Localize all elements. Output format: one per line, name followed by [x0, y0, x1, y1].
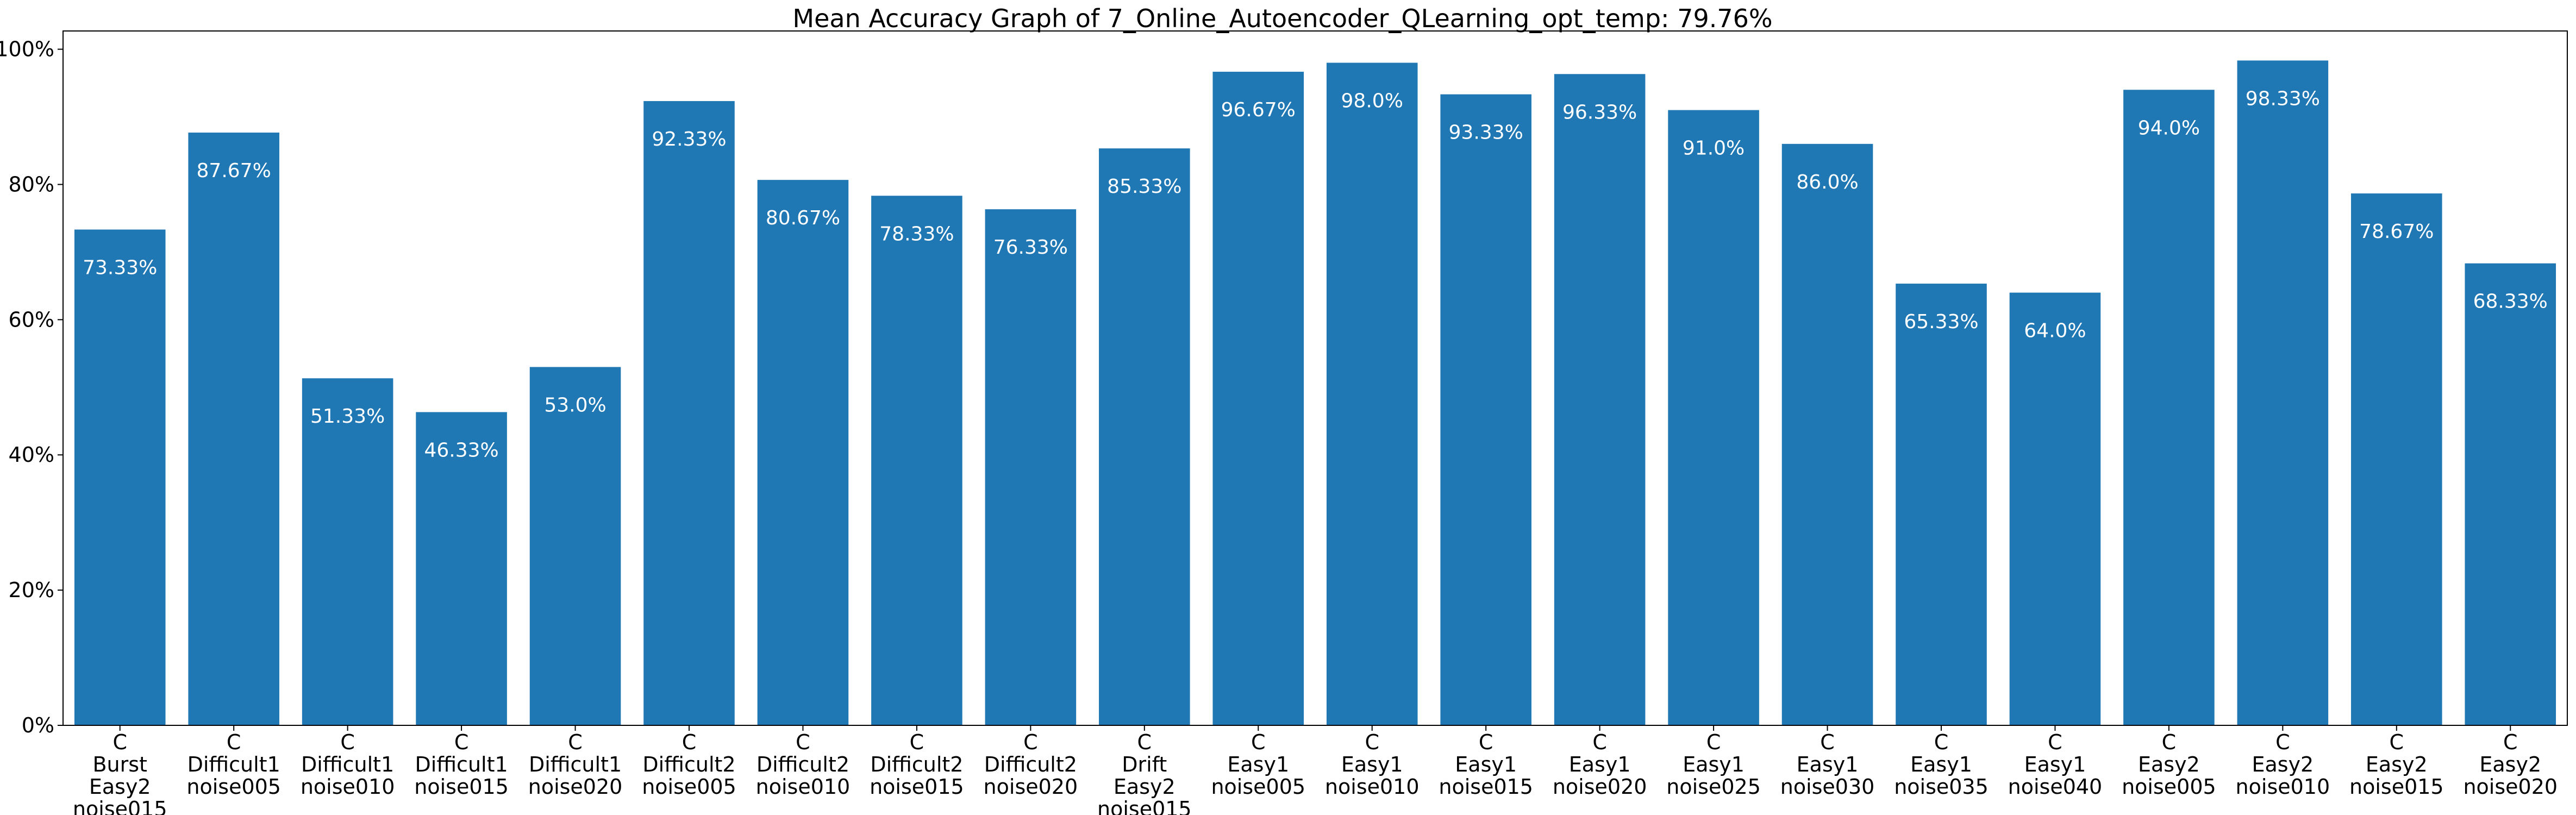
bar-data-label: 94.0% [2138, 117, 2200, 139]
bar [985, 209, 1077, 726]
bar [1212, 72, 1304, 726]
bar [188, 133, 279, 726]
bar [2009, 292, 2101, 725]
bar-data-label: 86.0% [1796, 171, 1858, 193]
bar [1668, 110, 1759, 725]
bars-group: 73.33% 87.67% 51.33% 46.33% 53.0% 92.33% 80.67… [74, 60, 2556, 726]
x-tick-label: C Easy2 noise010 [2236, 730, 2330, 799]
bar-data-label: 87.67% [197, 160, 271, 182]
x-tick-label: C Difficult2 noise005 [642, 730, 736, 799]
bar [529, 367, 621, 725]
x-tick-label: C Easy1 noise010 [1325, 730, 1420, 799]
bar-data-label: 78.67% [2359, 221, 2434, 243]
bar-data-label: 65.33% [1904, 311, 1978, 333]
bar-data-label: 93.33% [1449, 122, 1523, 144]
x-tick-label: C Easy2 noise005 [2122, 730, 2216, 799]
y-axis-tick-labels: 0% 20% 40% 60% 80% 100% [0, 37, 63, 737]
bar [871, 196, 962, 725]
y-tick-label: 60% [9, 308, 54, 331]
bar-data-label: 91.0% [1683, 137, 1745, 160]
x-tick-label: C Easy1 noise040 [2008, 730, 2103, 799]
x-tick-label: C Difficult2 noise020 [984, 730, 1078, 799]
y-tick-label: 0% [22, 713, 54, 737]
bar-data-label: 98.0% [1341, 90, 1403, 112]
y-tick-label: 20% [9, 578, 54, 602]
bar [2351, 193, 2442, 725]
x-axis-tick-labels: C Burst Easy2 noise015 C Difficult1 noise005 C D… [73, 725, 2558, 815]
x-tick-label: C Drift Easy2 noise015 [1097, 730, 1192, 815]
x-tick-label: C Easy2 noise015 [2349, 730, 2444, 799]
bar [1326, 62, 1418, 726]
bar-data-label: 80.67% [766, 207, 840, 229]
bar [2123, 90, 2215, 725]
x-tick-label: C Easy1 noise025 [1666, 730, 1761, 799]
plot-frame [62, 30, 2568, 726]
x-tick-label: C Easy2 noise020 [2463, 730, 2558, 799]
bar-data-label: 78.33% [879, 223, 954, 245]
y-tick-label: 40% [9, 443, 54, 467]
bar [643, 101, 735, 725]
x-tick-label: C Easy1 noise020 [1553, 730, 1647, 799]
bar-data-label: 92.33% [652, 128, 726, 151]
bar-data-label: 98.33% [2246, 87, 2320, 110]
bar-data-label: 76.33% [993, 236, 1068, 259]
bar [2237, 60, 2329, 725]
x-tick-label: C Easy1 noise030 [1780, 730, 1875, 799]
bar [1554, 74, 1646, 726]
bar [416, 412, 507, 725]
bar [2465, 263, 2556, 725]
bar-data-label: 73.33% [83, 256, 157, 279]
x-tick-label: C Difficult1 noise010 [301, 730, 395, 799]
bar-data-label: 68.33% [2473, 291, 2548, 313]
x-tick-label: C Difficult2 noise015 [870, 730, 964, 799]
bar [1896, 284, 1987, 725]
x-tick-label: C Easy1 noise015 [1439, 730, 1533, 799]
x-tick-label: C Difficult1 noise005 [186, 730, 281, 799]
bar-data-label: 53.0% [544, 394, 606, 416]
bar [1781, 143, 1873, 726]
chart-title: Mean Accuracy Graph of 7_Online_Autoenco… [792, 4, 1772, 33]
y-tick-label: 100% [0, 37, 54, 61]
bar [1440, 94, 1531, 726]
x-tick-label: C Burst Easy2 noise015 [73, 730, 167, 815]
x-tick-label: C Easy1 noise005 [1211, 730, 1305, 799]
bar-data-label: 46.33% [424, 439, 498, 461]
x-tick-label: C Difficult1 noise020 [528, 730, 623, 799]
bar-data-label: 96.33% [1562, 101, 1637, 123]
x-tick-label: C Difficult1 noise015 [414, 730, 509, 799]
y-tick-label: 80% [9, 172, 54, 196]
bar-data-label: 85.33% [1107, 175, 1181, 198]
bar [1099, 148, 1190, 726]
bar-data-label: 64.0% [2024, 320, 2086, 342]
bar [74, 229, 166, 726]
bar [757, 180, 849, 725]
bar [302, 378, 393, 725]
x-tick-label: C Easy1 noise035 [1894, 730, 1989, 799]
bar-data-label: 96.67% [1221, 99, 1296, 121]
x-tick-label: C Difficult2 noise010 [756, 730, 851, 799]
bar-data-label: 51.33% [310, 405, 385, 428]
